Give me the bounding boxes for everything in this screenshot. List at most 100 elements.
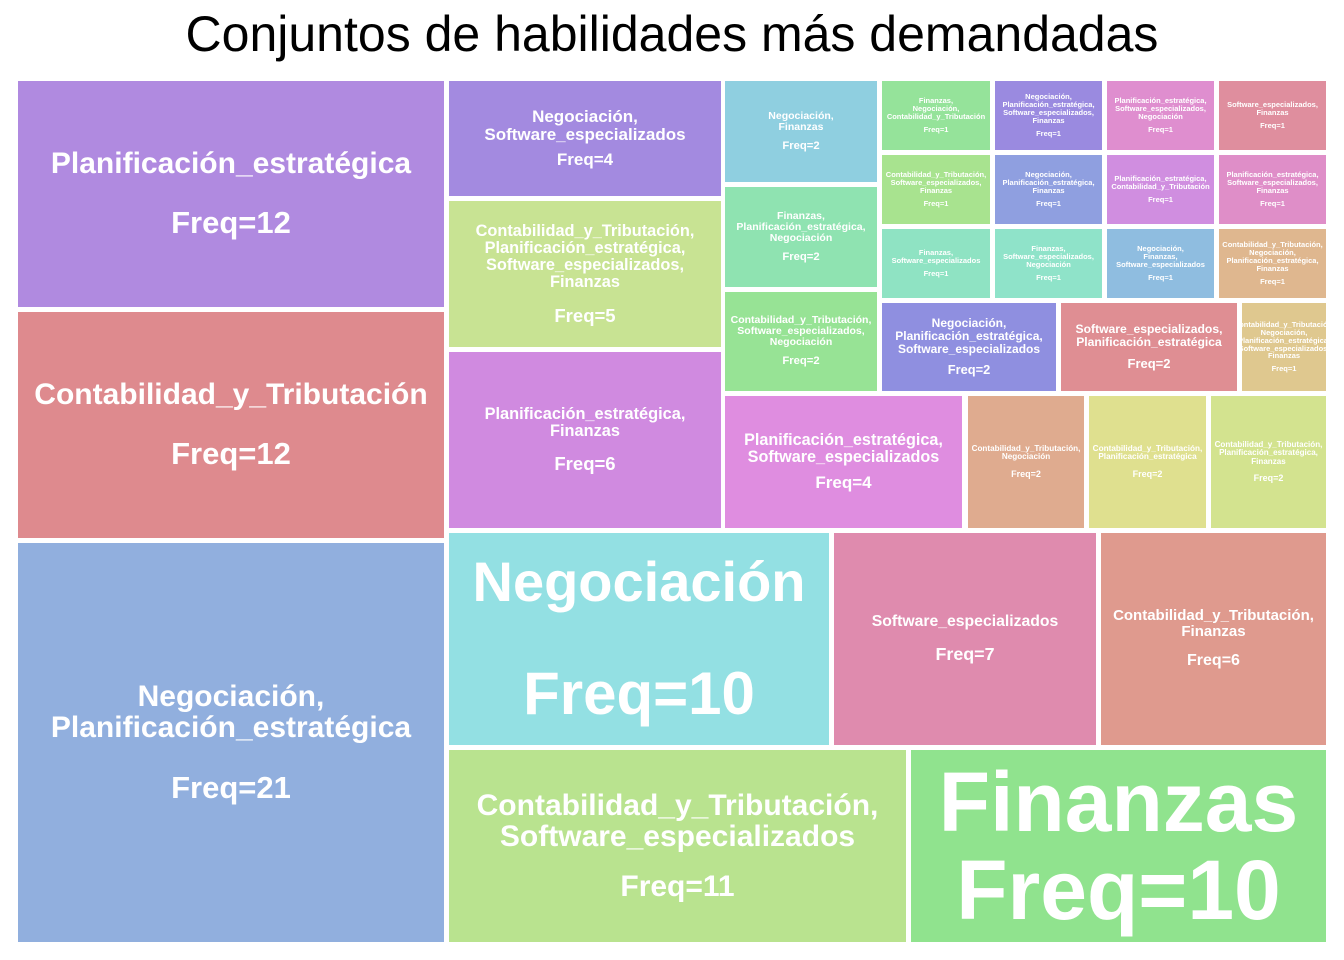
treemap-cell: Software_especializados, Planificación_e… <box>1058 300 1240 394</box>
cell-freq: Freq=10 <box>956 843 1281 937</box>
treemap-cell: Software_especializados Freq=7 <box>831 530 1099 748</box>
treemap-cell: Planificación_estratégica, Software_espe… <box>1104 78 1217 153</box>
cell-label: Contabilidad_y_Tributación, Software_esp… <box>885 170 987 195</box>
cell-freq: Freq=2 <box>1253 472 1284 483</box>
treemap-cell: Planificación_estratégica Freq=12 <box>15 78 447 310</box>
cell-freq: Freq=2 <box>782 250 820 263</box>
cell-label: Contabilidad_y_Tributación, Negociación,… <box>1239 319 1329 361</box>
cell-label: Negociación, Finanzas, Software_especial… <box>1116 244 1205 269</box>
cell-freq: Freq=1 <box>1260 120 1285 130</box>
cell-freq: Freq=1 <box>1148 194 1173 204</box>
cell-label: Negociación, Planificación_estratégica, … <box>1002 170 1095 195</box>
cell-label: Planificación_estratégica, Software_espe… <box>1226 170 1319 195</box>
cell-label: Finanzas, Planificación_estratégica, Neg… <box>736 209 866 244</box>
cell-label: Contabilidad_y_Tributación, Planificació… <box>1214 439 1323 466</box>
cell-label: Contabilidad_y_Tributación, Planificació… <box>475 221 695 292</box>
cell-label: Finanzas <box>938 754 1299 849</box>
treemap-cell: Planificación_estratégica, Software_espe… <box>1216 152 1329 227</box>
cell-freq: Freq=1 <box>923 198 949 208</box>
treemap-cell: Contabilidad_y_Tributación, Finanzas Freq… <box>1098 530 1329 748</box>
treemap-cell: Software_especializados, Finanzas Freq=1 <box>1216 78 1329 153</box>
cell-freq: Freq=1 <box>1148 272 1173 282</box>
cell-label: Contabilidad_y_Tributación, Negociación <box>971 443 1081 462</box>
treemap-cell: Finanzas, Software_especializados Freq=1 <box>879 226 993 301</box>
treemap-cell: Contabilidad_y_Tributación, Planificació… <box>1086 393 1209 531</box>
cell-freq: Freq=21 <box>171 769 291 805</box>
treemap-cell: Negociación, Planificación_estratégica Fr… <box>15 540 447 945</box>
treemap-cell: Negociación, Planificación_estratégica, … <box>992 78 1105 153</box>
treemap-cell: Negociación, Planificación_estratégica, … <box>992 152 1105 227</box>
cell-label: Negociación, Planificación_estratégica <box>50 679 412 745</box>
cell-label: Contabilidad_y_Tributación, Planificació… <box>1092 443 1203 462</box>
cell-label: Negociación, Software_especializados <box>484 106 686 144</box>
treemap-cell: Finanzas, Planificación_estratégica, Neg… <box>722 184 880 290</box>
cell-freq: Freq=1 <box>1271 364 1297 374</box>
cell-freq: Freq=6 <box>554 453 616 475</box>
cell-freq: Freq=2 <box>782 355 820 368</box>
cell-freq: Freq=7 <box>935 643 995 664</box>
cell-label: Negociación, Planificación_estratégica, … <box>895 316 1043 356</box>
cell-label: Software_especializados, Planificación_e… <box>1075 322 1223 350</box>
treemap-cell: Negociación, Planificación_estratégica, … <box>879 300 1059 394</box>
cell-label: Finanzas, Software_especializados <box>891 248 981 266</box>
cell-label: Planificación_estratégica <box>50 146 412 180</box>
cell-freq: Freq=1 <box>923 124 949 134</box>
cell-freq: Freq=1 <box>1148 124 1173 134</box>
cell-label: Contabilidad_y_Tributación, Software_esp… <box>730 314 872 349</box>
chart-title: Conjuntos de habilidades más demandadas <box>185 6 1159 62</box>
treemap-cell: Contabilidad_y_Tributación, Software_esp… <box>879 152 993 227</box>
cell-label: Contabilidad_y_Tributación, Finanzas <box>1113 606 1314 640</box>
treemap-cell: Contabilidad_y_Tributación, Software_esp… <box>722 289 880 394</box>
cell-freq: Freq=4 <box>815 473 872 493</box>
treemap-cell: Contabilidad_y_Tributación Freq=12 <box>15 309 447 541</box>
cell-freq: Freq=1 <box>1036 272 1061 282</box>
cell-freq: Freq=11 <box>620 869 735 903</box>
cell-freq: Freq=12 <box>171 205 291 241</box>
treemap-cell: Negociación Freq=10 <box>446 530 832 748</box>
cell-freq: Freq=2 <box>1011 468 1041 479</box>
cell-freq: Freq=6 <box>1187 652 1240 670</box>
treemap-cell: Negociación, Finanzas, Software_especial… <box>1104 226 1217 301</box>
cell-label: Contabilidad_y_Tributación, Software_esp… <box>476 788 879 854</box>
treemap-cell: Finanzas, Negociación, Contabilidad_y_Tr… <box>879 78 993 153</box>
cell-freq: Freq=12 <box>171 436 291 472</box>
treemap-cell: Contabilidad_y_Tributación, Negociación,… <box>1216 226 1329 301</box>
cell-freq: Freq=4 <box>556 150 614 170</box>
treemap-cell: Finanzas, Software_especializados, Negoc… <box>992 226 1105 301</box>
treemap-cell: Planificación_estratégica, Finanzas Freq=… <box>446 349 724 531</box>
treemap-cell: Contabilidad_y_Tributación, Planificació… <box>446 198 724 350</box>
cell-freq: Freq=1 <box>1036 128 1061 138</box>
cell-freq: Freq=2 <box>947 362 991 378</box>
cell-label: Contabilidad_y_Tributación, Negociación,… <box>1222 240 1323 273</box>
cell-freq: Freq=2 <box>1132 468 1163 479</box>
cell-label: Negociación <box>472 550 806 614</box>
cell-freq: Freq=10 <box>523 659 755 727</box>
cell-label: Contabilidad_y_Tributación <box>34 377 428 411</box>
treemap-cell: Finanzas Freq=10 <box>908 747 1329 945</box>
cell-label: Planificación_estratégica, Software_espe… <box>1114 96 1207 121</box>
cell-label: Software_especializados, Finanzas <box>1227 100 1318 118</box>
treemap-cell: Contabilidad_y_Tributación, Negociación,… <box>1239 300 1329 394</box>
cell-label: Finanzas, Software_especializados, Negoc… <box>1003 244 1094 269</box>
cell-label: Finanzas, Negociación, Contabilidad_y_Tr… <box>886 96 986 121</box>
cell-label: Negociación, Finanzas <box>768 109 834 133</box>
treemap-cell: Negociación, Software_especializados Freq… <box>446 78 724 199</box>
cell-freq: Freq=1 <box>1260 198 1285 208</box>
cell-freq: Freq=1 <box>923 268 949 278</box>
treemap-cell: Negociación, Finanzas Freq=2 <box>722 78 880 185</box>
cell-label: Software_especializados <box>871 613 1059 631</box>
cell-label: Negociación, Planificación_estratégica, … <box>1002 92 1095 125</box>
treemap-cell: Contabilidad_y_Tributación, Negociación F… <box>965 393 1087 531</box>
cell-freq: Freq=1 <box>1036 198 1061 208</box>
treemap-cell: Planificación_estratégica, Contabilidad_… <box>1104 152 1217 227</box>
treemap-cell: Contabilidad_y_Tributación, Planificació… <box>1208 393 1329 531</box>
treemap-cell: Planificación_estratégica, Software_espe… <box>722 393 965 531</box>
cell-freq: Freq=2 <box>1127 355 1171 371</box>
cell-label: Planificación_estratégica, Contabilidad_… <box>1111 174 1210 192</box>
cell-freq: Freq=1 <box>1260 276 1285 286</box>
cell-freq: Freq=2 <box>782 139 820 152</box>
treemap-cell: Contabilidad_y_Tributación, Software_esp… <box>446 747 909 945</box>
cell-freq: Freq=5 <box>554 304 616 326</box>
cell-label: Planificación_estratégica, Finanzas <box>484 405 686 441</box>
